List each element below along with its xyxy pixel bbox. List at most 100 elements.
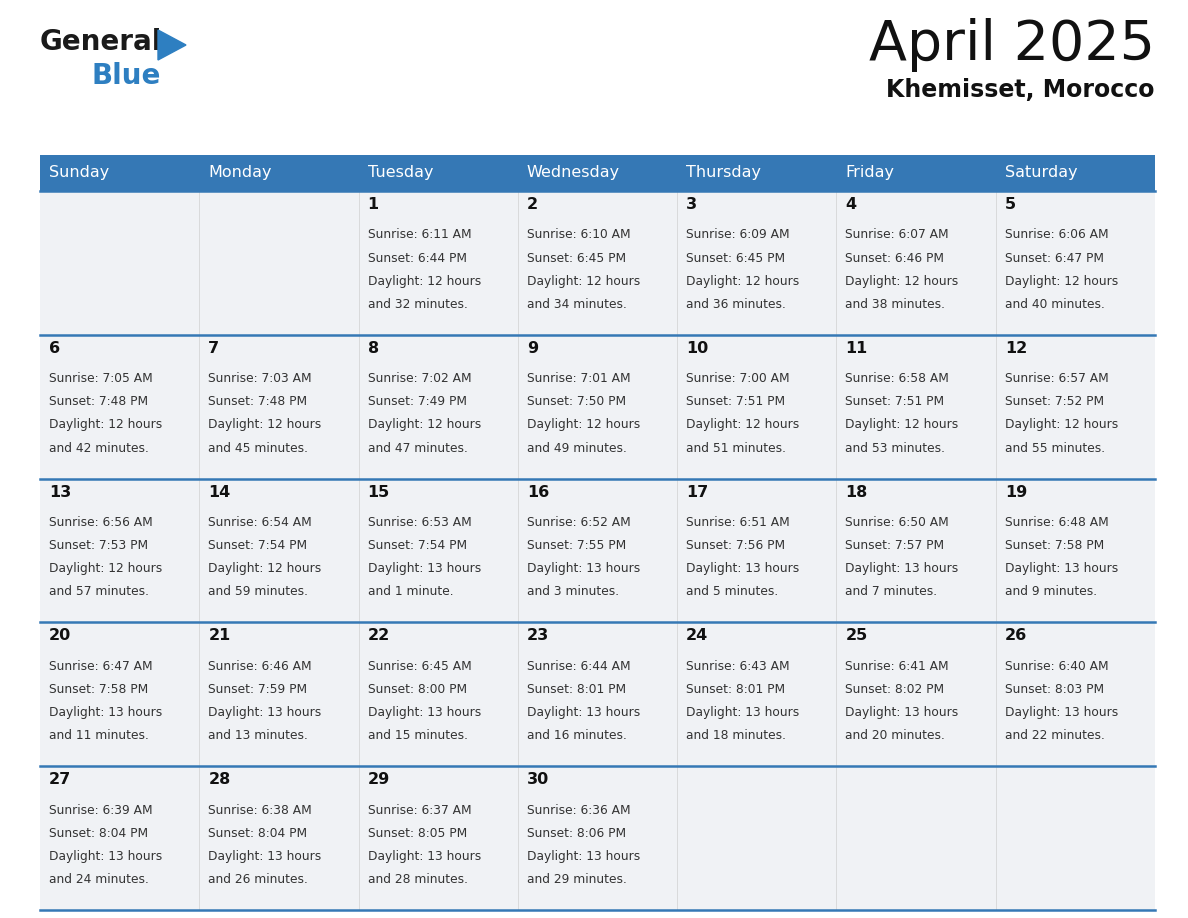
Text: Sunrise: 6:50 AM: Sunrise: 6:50 AM	[846, 516, 949, 529]
Text: 15: 15	[367, 485, 390, 499]
Text: Sunrise: 6:06 AM: Sunrise: 6:06 AM	[1005, 229, 1108, 241]
Bar	[518, 335, 677, 478]
Text: Daylight: 12 hours: Daylight: 12 hours	[687, 274, 800, 287]
Text: Daylight: 13 hours: Daylight: 13 hours	[49, 706, 163, 719]
Text: 1: 1	[367, 197, 379, 212]
Text: and 47 minutes.: and 47 minutes.	[367, 442, 467, 454]
Text: Sunset: 8:01 PM: Sunset: 8:01 PM	[526, 683, 626, 696]
Text: and 11 minutes.: and 11 minutes.	[49, 729, 148, 743]
Text: Daylight: 12 hours: Daylight: 12 hours	[367, 419, 481, 431]
Text: Daylight: 12 hours: Daylight: 12 hours	[687, 419, 800, 431]
Text: Daylight: 13 hours: Daylight: 13 hours	[526, 850, 640, 863]
Bar	[359, 478, 518, 622]
Text: Sunset: 7:53 PM: Sunset: 7:53 PM	[49, 539, 148, 552]
Text: and 55 minutes.: and 55 minutes.	[1005, 442, 1105, 454]
Text: 19: 19	[1005, 485, 1026, 499]
Bar	[518, 478, 677, 622]
Text: Sunset: 7:49 PM: Sunset: 7:49 PM	[367, 396, 467, 409]
Text: General: General	[40, 28, 163, 56]
Text: and 59 minutes.: and 59 minutes.	[208, 586, 308, 599]
Bar	[677, 335, 836, 478]
Text: Daylight: 13 hours: Daylight: 13 hours	[367, 563, 481, 576]
Text: and 34 minutes.: and 34 minutes.	[526, 298, 627, 311]
Bar	[836, 478, 996, 622]
Text: Sunset: 7:51 PM: Sunset: 7:51 PM	[687, 396, 785, 409]
Text: 27: 27	[49, 772, 71, 788]
Text: Daylight: 12 hours: Daylight: 12 hours	[526, 419, 640, 431]
Bar	[677, 478, 836, 622]
Text: Sunrise: 6:58 AM: Sunrise: 6:58 AM	[846, 372, 949, 386]
Bar	[836, 767, 996, 910]
Text: Sunset: 6:45 PM: Sunset: 6:45 PM	[687, 252, 785, 264]
Text: and 45 minutes.: and 45 minutes.	[208, 442, 308, 454]
Text: Daylight: 13 hours: Daylight: 13 hours	[846, 706, 959, 719]
Text: Sunset: 7:59 PM: Sunset: 7:59 PM	[208, 683, 308, 696]
Text: Sunrise: 6:52 AM: Sunrise: 6:52 AM	[526, 516, 631, 529]
Text: and 26 minutes.: and 26 minutes.	[208, 873, 308, 886]
Bar	[996, 155, 1155, 191]
Bar	[836, 335, 996, 478]
Text: Sunrise: 6:43 AM: Sunrise: 6:43 AM	[687, 660, 790, 673]
Text: Sunrise: 6:07 AM: Sunrise: 6:07 AM	[846, 229, 949, 241]
Text: Sunrise: 6:11 AM: Sunrise: 6:11 AM	[367, 229, 472, 241]
Text: and 20 minutes.: and 20 minutes.	[846, 729, 946, 743]
Text: 17: 17	[687, 485, 708, 499]
Text: Daylight: 13 hours: Daylight: 13 hours	[1005, 706, 1118, 719]
Text: Sunset: 7:58 PM: Sunset: 7:58 PM	[1005, 539, 1104, 552]
Bar	[996, 767, 1155, 910]
Text: and 16 minutes.: and 16 minutes.	[526, 729, 627, 743]
Text: and 40 minutes.: and 40 minutes.	[1005, 298, 1105, 311]
Bar	[40, 155, 200, 191]
Text: Sunrise: 6:10 AM: Sunrise: 6:10 AM	[526, 229, 631, 241]
Bar	[996, 335, 1155, 478]
Text: Daylight: 12 hours: Daylight: 12 hours	[526, 274, 640, 287]
Text: Sunset: 7:48 PM: Sunset: 7:48 PM	[208, 396, 308, 409]
Bar	[359, 191, 518, 335]
Bar	[996, 622, 1155, 767]
Text: Saturday: Saturday	[1005, 165, 1078, 181]
Text: Daylight: 13 hours: Daylight: 13 hours	[687, 563, 800, 576]
Text: and 24 minutes.: and 24 minutes.	[49, 873, 148, 886]
Bar	[518, 622, 677, 767]
Text: Sunrise: 6:37 AM: Sunrise: 6:37 AM	[367, 803, 472, 816]
Text: Daylight: 12 hours: Daylight: 12 hours	[1005, 419, 1118, 431]
Text: 11: 11	[846, 341, 867, 356]
Bar	[996, 478, 1155, 622]
Text: and 22 minutes.: and 22 minutes.	[1005, 729, 1105, 743]
Text: April 2025: April 2025	[868, 18, 1155, 72]
Bar	[40, 191, 200, 335]
Bar	[518, 191, 677, 335]
Text: 25: 25	[846, 629, 867, 644]
Text: Sunrise: 6:45 AM: Sunrise: 6:45 AM	[367, 660, 472, 673]
Text: and 29 minutes.: and 29 minutes.	[526, 873, 627, 886]
Text: 12: 12	[1005, 341, 1026, 356]
Bar	[996, 191, 1155, 335]
Bar	[200, 335, 359, 478]
Text: Wednesday: Wednesday	[526, 165, 620, 181]
Bar	[836, 155, 996, 191]
Text: Sunset: 8:04 PM: Sunset: 8:04 PM	[208, 827, 308, 840]
Text: Daylight: 13 hours: Daylight: 13 hours	[208, 850, 322, 863]
Text: Sunset: 7:48 PM: Sunset: 7:48 PM	[49, 396, 148, 409]
Bar	[677, 191, 836, 335]
Bar	[518, 155, 677, 191]
Text: and 28 minutes.: and 28 minutes.	[367, 873, 468, 886]
Text: Daylight: 13 hours: Daylight: 13 hours	[846, 563, 959, 576]
Text: 26: 26	[1005, 629, 1026, 644]
Bar	[359, 155, 518, 191]
Bar	[359, 335, 518, 478]
Text: Sunset: 7:58 PM: Sunset: 7:58 PM	[49, 683, 148, 696]
Text: Sunrise: 7:03 AM: Sunrise: 7:03 AM	[208, 372, 312, 386]
Text: Sunrise: 7:05 AM: Sunrise: 7:05 AM	[49, 372, 153, 386]
Text: 7: 7	[208, 341, 220, 356]
Text: Daylight: 12 hours: Daylight: 12 hours	[1005, 274, 1118, 287]
Bar	[677, 155, 836, 191]
Text: Sunset: 6:47 PM: Sunset: 6:47 PM	[1005, 252, 1104, 264]
Bar	[200, 478, 359, 622]
Text: and 9 minutes.: and 9 minutes.	[1005, 586, 1097, 599]
Text: 8: 8	[367, 341, 379, 356]
Text: and 53 minutes.: and 53 minutes.	[846, 442, 946, 454]
Text: Daylight: 12 hours: Daylight: 12 hours	[846, 419, 959, 431]
Text: 18: 18	[846, 485, 867, 499]
Text: Sunset: 7:51 PM: Sunset: 7:51 PM	[846, 396, 944, 409]
